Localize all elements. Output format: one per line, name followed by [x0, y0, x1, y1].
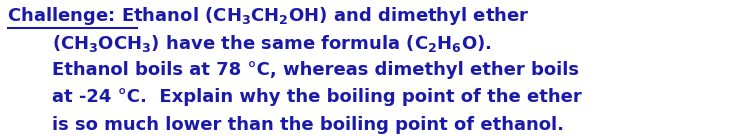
- Text: Ethanol boils at 78 °C, whereas dimethyl ether boils: Ethanol boils at 78 °C, whereas dimethyl…: [53, 61, 580, 79]
- Text: at -24 °C.  Explain why the boiling point of the ether: at -24 °C. Explain why the boiling point…: [53, 88, 582, 106]
- Text: is so much lower than the boiling point of ethanol.: is so much lower than the boiling point …: [53, 116, 565, 134]
- Text: $\mathbf{Challenge}$: Ethanol (CH$\mathbf{_3}$CH$\mathbf{_2}$OH) and dimethyl et: $\mathbf{Challenge}$: Ethanol (CH$\mathb…: [8, 5, 530, 27]
- Text: (CH$\mathbf{_3}$OCH$\mathbf{_3}$) have the same formula (C$\mathbf{_2}$H$\mathbf: (CH$\mathbf{_3}$OCH$\mathbf{_3}$) have t…: [53, 33, 492, 54]
- Text: $\mathbf{Challenge}$: $\mathbf{Challenge}$: [8, 5, 109, 27]
